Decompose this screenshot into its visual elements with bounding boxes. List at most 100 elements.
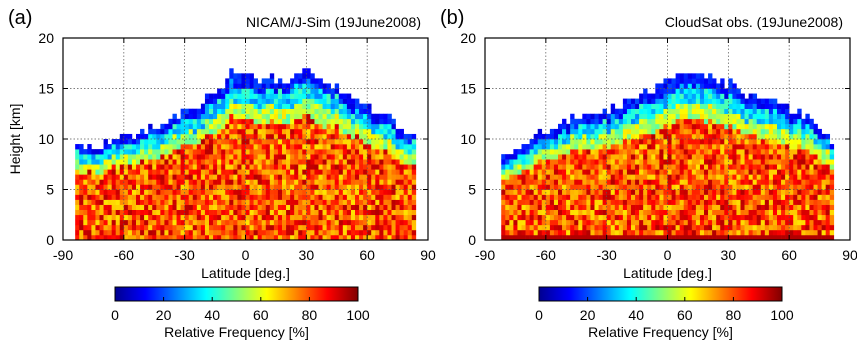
heatmap-cell: [221, 224, 226, 231]
heatmap-cell: [695, 123, 701, 130]
heatmap-cell: [553, 214, 559, 221]
heatmap-cell: [75, 189, 80, 195]
heatmap-cell: [156, 234, 161, 241]
heatmap-cell: [647, 199, 652, 205]
heatmap-cell: [708, 214, 713, 221]
heatmap-cell: [772, 164, 778, 170]
heatmap-cell: [367, 199, 372, 205]
heatmap-cell: [748, 154, 753, 160]
heatmap-cell: [655, 179, 660, 185]
heatmap-cell: [675, 128, 680, 135]
heatmap-cell: [123, 139, 129, 145]
heatmap-cell: [107, 229, 112, 236]
heatmap-cell: [136, 199, 141, 205]
heatmap-cell: [119, 144, 125, 150]
heatmap-cell: [253, 149, 258, 155]
heatmap-cell: [249, 123, 254, 130]
heatmap-cell: [144, 174, 149, 180]
heatmap-cell: [671, 179, 676, 185]
heatmap-cell: [318, 169, 323, 175]
heatmap-cell: [570, 144, 575, 150]
heatmap-cell: [582, 184, 587, 190]
heatmap-cell: [342, 113, 348, 120]
heatmap-cell: [517, 164, 522, 170]
heatmap-cell: [614, 149, 620, 155]
heatmap-cell: [346, 214, 352, 221]
heatmap-cell: [164, 214, 169, 221]
heatmap-cell: [740, 139, 745, 145]
heatmap-cell: [229, 214, 234, 221]
heatmap-cell: [566, 128, 571, 135]
heatmap-cell: [578, 209, 583, 216]
heatmap-cell: [691, 234, 697, 241]
heatmap-cell: [290, 179, 295, 185]
heatmap-cell: [269, 93, 275, 99]
heatmap-cell: [789, 149, 794, 155]
heatmap-cell: [119, 199, 125, 205]
heatmap-cell: [290, 98, 295, 104]
heatmap-cell: [375, 189, 380, 195]
heatmap-cell: [716, 184, 721, 190]
heatmap-cell: [269, 149, 275, 155]
heatmap-cell: [635, 133, 640, 140]
heatmap-cell: [590, 159, 595, 165]
heatmap-cell: [724, 219, 729, 226]
heatmap-cell: [631, 224, 636, 231]
heatmap-cell: [744, 234, 749, 241]
heatmap-cell: [671, 103, 676, 109]
heatmap-cell: [748, 103, 753, 109]
heatmap-cell: [829, 214, 835, 221]
heatmap-cell: [610, 103, 616, 109]
heatmap-cell: [156, 159, 161, 165]
heatmap-cell: [375, 159, 380, 165]
heatmap-cell: [695, 159, 701, 165]
heatmap-cell: [391, 123, 396, 130]
heatmap-cell: [785, 214, 790, 221]
heatmap-cell: [558, 174, 563, 180]
heatmap-cell: [107, 149, 112, 155]
heatmap-cell: [768, 128, 774, 135]
heatmap-cell: [188, 209, 194, 216]
heatmap-cell: [712, 149, 717, 155]
heatmap-cell: [103, 229, 108, 236]
heatmap-cell: [277, 174, 283, 180]
heatmap-cell: [829, 164, 835, 170]
heatmap-cell: [602, 139, 607, 145]
heatmap-cell: [720, 83, 725, 89]
heatmap-cell: [570, 189, 575, 195]
heatmap-cell: [732, 229, 737, 236]
heatmap-cell: [768, 179, 774, 185]
heatmap-cell: [691, 224, 697, 231]
heatmap-cell: [156, 133, 161, 140]
heatmap-cell: [371, 159, 376, 165]
heatmap-cell: [322, 113, 327, 120]
heatmap-cell: [318, 154, 323, 160]
heatmap-cell: [350, 169, 356, 175]
heatmap-cell: [724, 214, 729, 221]
heatmap-cell: [176, 204, 181, 210]
heatmap-cell: [282, 224, 287, 231]
heatmap-cell: [643, 169, 648, 175]
heatmap-cell: [379, 224, 384, 231]
heatmap-cell: [614, 179, 620, 185]
heatmap-cell: [679, 199, 685, 205]
heatmap-cell: [395, 214, 400, 221]
heatmap-cell: [537, 224, 543, 231]
heatmap-cell: [631, 128, 636, 135]
heatmap-cell: [131, 204, 137, 210]
heatmap-cell: [176, 194, 181, 200]
heatmap-cell: [200, 108, 206, 115]
heatmap-cell: [294, 224, 299, 231]
heatmap-cell: [111, 234, 117, 241]
heatmap-cell: [306, 128, 311, 135]
heatmap-cell: [651, 189, 656, 195]
heatmap-cell: [298, 149, 303, 155]
heatmap-cell: [691, 154, 697, 160]
heatmap-cell: [282, 98, 287, 104]
heatmap-cell: [756, 184, 762, 190]
heatmap-cell: [136, 144, 141, 150]
heatmap-cell: [387, 133, 392, 140]
heatmap-cell: [549, 184, 555, 190]
heatmap-cell: [768, 174, 774, 180]
